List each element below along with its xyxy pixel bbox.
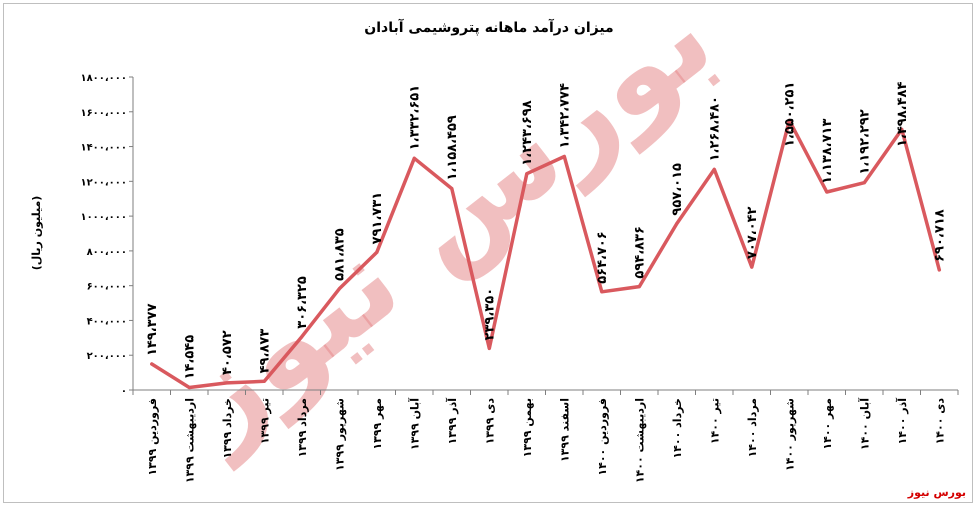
data-label: ۵۸۱،۸۳۵ [332,228,347,281]
watermark-text: بورس نیوز [148,0,738,471]
x-tick-label: اردیبهشت ۱۳۹۹ [183,398,196,483]
data-point [787,118,791,122]
x-tick-label: آبان ۱۳۹۹ [407,398,421,450]
x-tick-label: تیر ۱۴۰۰ [708,398,721,444]
x-tick-label: اردیبهشت ۱۴۰۰ [633,398,646,483]
data-label: ۱،۳۳۲،۶۵۱ [407,85,422,150]
data-label: ۵۹۴،۸۳۶ [632,226,647,279]
data-labels: ۱۴۹،۳۷۷ ۱۴،۵۴۵ ۴۰،۵۷۲ ۴۹،۸۷۳ ۳۰۶،۳۲۵ ۵۸۱،۸۳۵ ۷… [145,82,948,380]
data-point [937,268,941,272]
data-label: ۱۴،۵۴۵ [182,335,197,380]
y-tick-label: ۶۰۰،۰۰۰ [87,282,127,293]
x-tick-label: خرداد ۱۳۹۹ [221,398,234,459]
y-tick-label: ۱۲۰۰،۰۰۰ [80,177,127,188]
y-tick-label: ۲۰۰،۰۰۰ [87,351,127,362]
data-point [637,285,641,289]
x-tick-label: مهر ۱۴۰۰ [821,398,834,450]
y-axis-title: (میلیون ریال) [30,196,43,271]
data-label: ۵۶۴،۷۰۶ [595,231,610,284]
data-point [675,222,679,226]
chart-axes: ۰ ۲۰۰،۰۰۰ ۴۰۰،۰۰۰ ۶۰۰،۰۰۰ ۸۰۰،۰۰۰ ۱۰۰۰،۰۰۰ ۱۲۰… [30,73,959,483]
x-tick-label: مهر ۱۳۹۹ [371,398,384,450]
data-label: ۴۰،۵۷۲ [220,330,235,375]
y-tick-label: ۱۶۰۰،۰۰۰ [80,108,127,119]
x-tick-label: بهمن ۱۳۹۹ [521,398,534,457]
data-label: ۱،۴۹۸،۴۸۴ [895,82,910,147]
series-revenue [150,118,942,390]
watermark: بورس نیوز [148,0,738,471]
x-tick-label: دی ۱۴۰۰ [933,398,946,445]
data-point [187,385,191,389]
x-tick-label: فروردین ۱۴۰۰ [596,398,609,476]
data-point [225,381,229,385]
data-point [750,265,754,269]
x-tick-label: تیر ۱۳۹۹ [258,398,271,444]
data-point [562,155,566,159]
x-tick-label: خرداد ۱۴۰۰ [671,398,684,459]
data-point [487,346,491,350]
y-tick-label: ۱۴۰۰،۰۰۰ [80,143,127,154]
x-tick-label: مرداد ۱۴۰۰ [746,398,759,457]
x-tick-label: مرداد ۱۳۹۹ [296,398,309,457]
data-label: ۱،۱۵۸،۴۵۹ [445,115,460,180]
data-label: ۶۹۰،۷۱۸ [932,209,947,262]
data-label: ۴۹،۸۷۳ [257,329,272,374]
data-point [825,190,829,194]
data-label: ۷۰۷،۰۴۲ [745,206,760,259]
data-label: ۱۴۹،۳۷۷ [145,303,160,356]
chart-title: میزان درآمد ماهانه پتروشیمی آبادان [364,20,614,36]
data-point [900,127,904,131]
y-tick-label: ۴۰۰،۰۰۰ [87,316,127,327]
data-label: ۱،۱۳۸،۷۱۳ [820,119,835,184]
data-point [862,181,866,185]
data-label: ۱،۵۵۰،۲۵۱ [782,82,797,147]
series-line [150,118,942,390]
data-label: ۱،۳۴۲،۷۷۴ [557,83,572,148]
data-label: ۲۳۹،۳۵۰ [482,288,497,341]
data-point [712,167,716,171]
data-point [450,187,454,191]
y-tick-label: ۱۰۰۰،۰۰۰ [80,212,127,223]
x-tick-label: شهریور ۱۳۹۹ [333,398,346,471]
data-point [525,172,529,176]
x-tick-label: فروردین ۱۳۹۹ [146,398,159,476]
data-point [375,250,379,254]
y-tick-label: ۱۸۰۰،۰۰۰ [80,73,127,84]
chart-frame [3,3,973,503]
x-tick-label: شهریور ۱۴۰۰ [783,398,796,471]
x-tick-label: دی ۱۳۹۹ [483,398,496,445]
data-label: ۹۵۷،۰۱۵ [670,163,685,216]
data-label: ۷۹۱،۷۳۱ [370,192,385,245]
data-label: ۳۰۶،۳۲۵ [295,276,310,329]
x-tick-label: اسفند ۱۳۹۹ [558,398,571,462]
x-tick-label: آذر ۱۴۰۰ [895,398,909,445]
x-tick-label: آبان ۱۴۰۰ [857,398,871,450]
data-point [600,290,604,294]
data-point [412,156,416,160]
x-tick-label: آذر ۱۳۹۹ [445,398,459,445]
data-label: ۱،۲۶۸،۴۸۰ [707,96,722,161]
data-point [262,379,266,383]
y-tick-label: ۰ [121,386,127,397]
data-label: ۱،۲۴۳،۶۹۸ [520,100,535,165]
data-point [150,362,154,366]
data-label: ۱،۱۹۲،۲۹۲ [857,109,872,174]
y-tick-label: ۸۰۰،۰۰۰ [87,247,127,258]
data-point [337,287,341,291]
source-credit: بورس نیوز [907,486,966,499]
data-point [300,335,304,339]
